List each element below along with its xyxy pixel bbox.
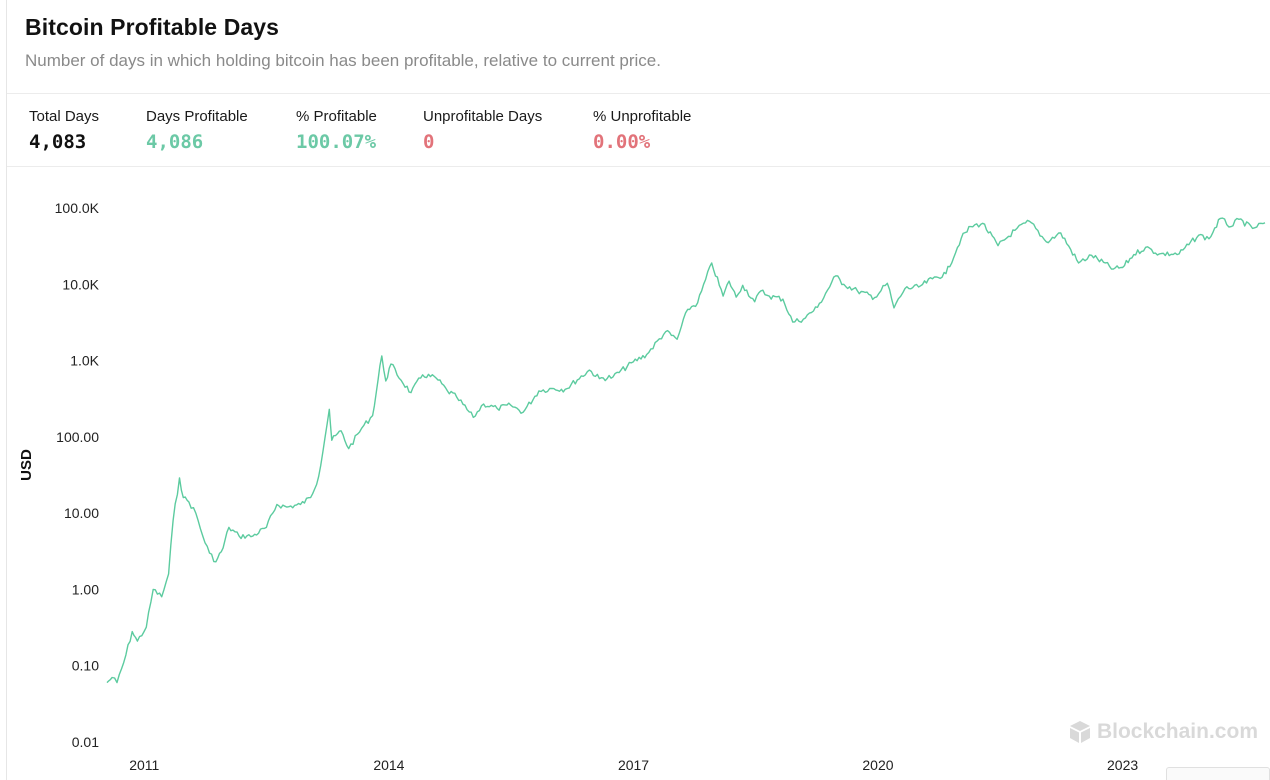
stat-label: Days Profitable: [146, 108, 248, 125]
stat-label: Total Days: [29, 108, 100, 125]
header-divider: [7, 93, 1270, 94]
x-tick-label: 2023: [1107, 757, 1138, 773]
y-tick-label: 10.0K: [62, 276, 99, 292]
stats-row: Total Days 4,083 Days Profitable 4,086 %…: [7, 108, 1270, 158]
stat-total-days: Total Days 4,083: [29, 108, 99, 153]
blockchain-logo-icon: [1069, 721, 1090, 743]
y-tick-label: 100.00: [56, 429, 99, 445]
stat-percent-unprofitable: % Unprofitable 0.00%: [593, 108, 691, 153]
watermark: Blockchain.com: [1069, 720, 1258, 744]
price-chart: 0.01 0.10 1.00 10.00 100.00 1.0K 10.0K 100.0K 20…: [18, 200, 1266, 773]
stat-days-profitable: Days Profitable 4,086: [146, 108, 248, 153]
y-tick-label: 1.00: [72, 581, 99, 597]
x-tick-label: 2011: [129, 757, 159, 773]
y-axis-title: USD: [18, 449, 35, 481]
watermark-text: Blockchain.com: [1096, 720, 1258, 743]
x-tick-label: 2014: [373, 757, 404, 773]
page-subtitle: Number of days in which holding bitcoin …: [25, 51, 661, 70]
stat-value: 100.07%: [296, 131, 377, 153]
y-tick-label: 1.0K: [70, 353, 99, 369]
stat-label: % Profitable: [296, 108, 377, 125]
x-tick-label: 2017: [618, 757, 649, 773]
stat-value: 0.00%: [593, 131, 651, 153]
stat-value: 0: [423, 131, 435, 153]
stat-percent-profitable: % Profitable 100.07%: [296, 108, 377, 153]
price-series-line: [106, 217, 1266, 684]
y-tick-label: 100.0K: [55, 200, 100, 216]
stat-value: 4,086: [146, 131, 204, 153]
y-tick-label: 0.01: [72, 734, 99, 750]
y-tick-label: 10.00: [64, 505, 99, 521]
chart-card: Bitcoin Profitable Days Number of days i…: [6, 0, 1270, 780]
chart-header: Bitcoin Profitable Days Number of days i…: [25, 14, 661, 71]
chart-area: 0.01 0.10 1.00 10.00 100.00 1.0K 10.0K 100.0K 20…: [7, 167, 1270, 780]
x-tick-label: 2020: [862, 757, 893, 773]
y-tick-label: 0.10: [72, 658, 99, 674]
stats-divider: [7, 166, 1270, 167]
stat-unprofitable-days: Unprofitable Days 0: [423, 108, 542, 153]
page-title: Bitcoin Profitable Days: [25, 14, 280, 40]
stat-value: 4,083: [29, 131, 87, 153]
stat-label: Unprofitable Days: [423, 108, 543, 125]
corner-tab[interactable]: [1166, 767, 1270, 780]
stat-label: % Unprofitable: [593, 108, 692, 125]
